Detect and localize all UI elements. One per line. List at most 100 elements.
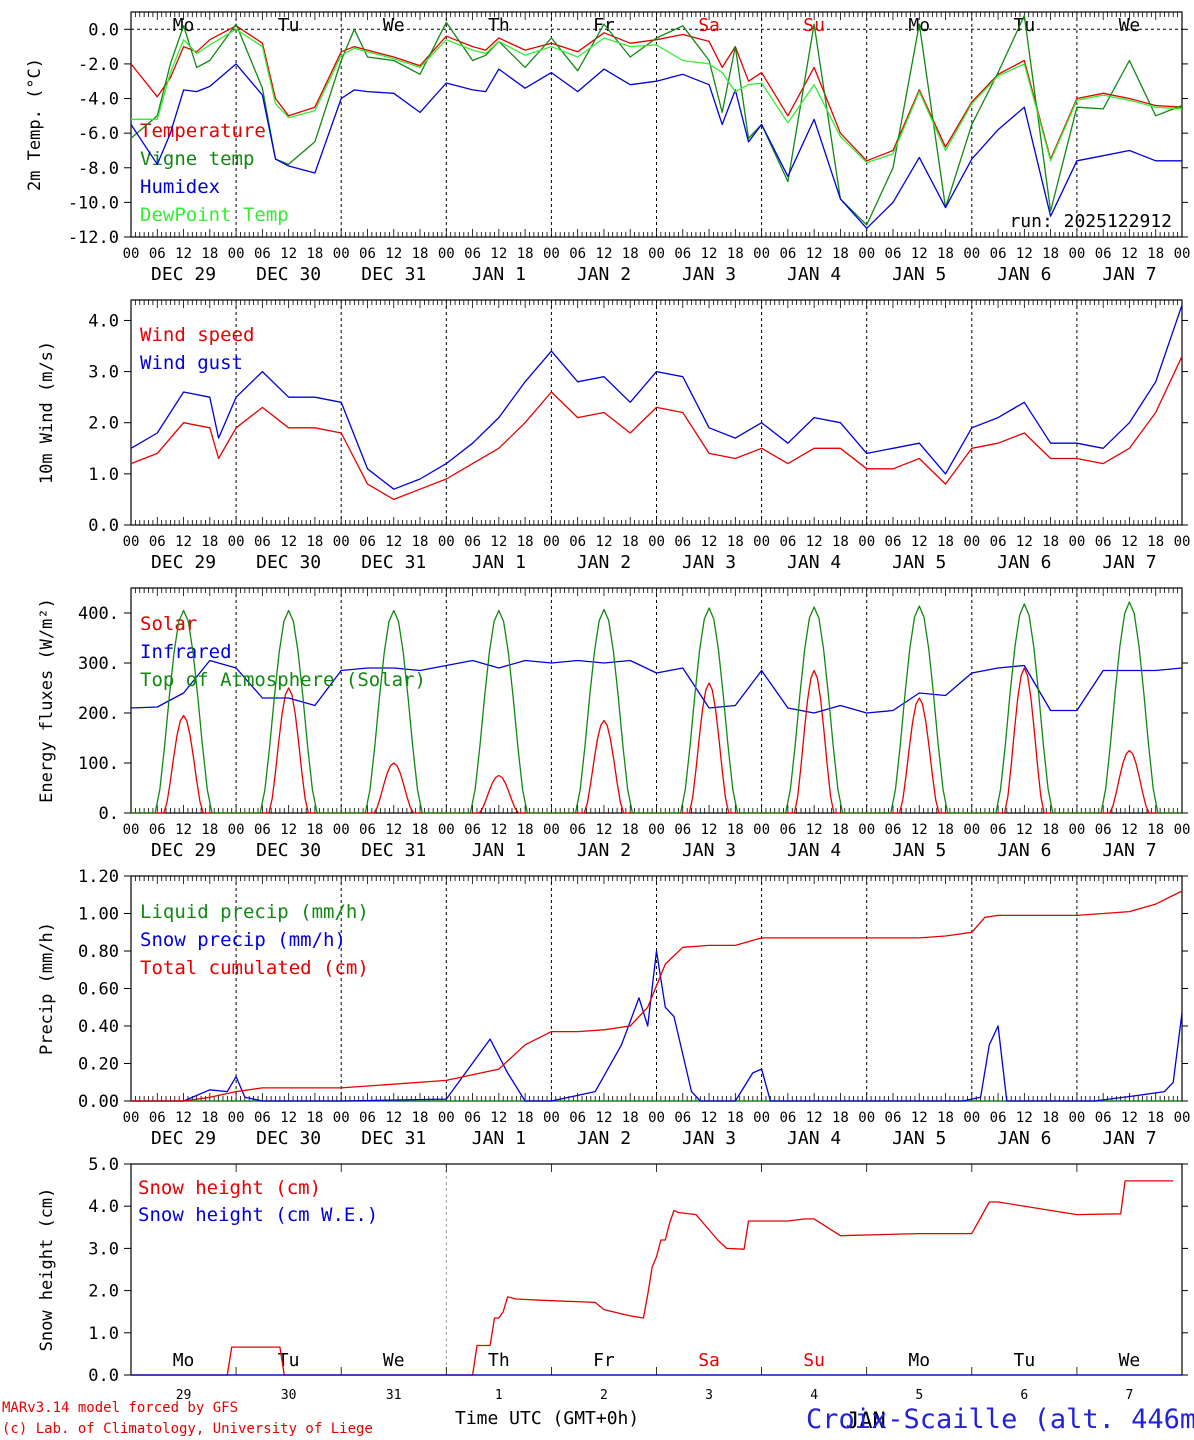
precip-hour-label: 18 [412,1110,429,1126]
precip-legend-entry: Snow precip (mm/h) [140,929,346,951]
energy-hour-label: 00 [858,822,875,838]
precip-hour-label: 06 [1095,1110,1112,1126]
temp-hour-label: 06 [990,246,1007,262]
precip-hour-label: 00 [438,1110,455,1126]
temp-hour-label: 00 [1068,246,1085,262]
precip-hour-label: 06 [149,1110,166,1126]
energy-hour-label: 00 [753,822,770,838]
snow-ylabel: Snow height (cm) [37,1188,57,1352]
wind-hour-label: 18 [622,534,639,550]
energy-hour-label: 12 [175,822,192,838]
snow-weekday-label: Mo [908,1350,930,1371]
precip-date-label: JAN 3 [682,1128,736,1149]
temp-ylabel: 2m Temp. (°C) [25,58,45,191]
energy-series-line [130,659,1183,714]
energy-hour-label: 06 [464,822,481,838]
precip-hour-label: 12 [385,1110,402,1126]
temp-hour-label: 06 [1095,246,1112,262]
precip-hour-label: 00 [963,1110,980,1126]
wind-hour-label: 00 [333,534,350,550]
precip-hour-label: 18 [832,1110,849,1126]
wind-hour-label: 00 [858,534,875,550]
energy-hour-label: 00 [333,822,350,838]
energy-date-label: JAN 7 [1102,840,1156,861]
wind-hour-label: 00 [1068,534,1085,550]
temp-hour-label: 00 [333,246,350,262]
wind-hour-label: 18 [1042,534,1059,550]
snow-day-number: 1 [495,1388,503,1403]
wind-hour-label: 18 [412,534,429,550]
energy-hour-label: 18 [306,822,323,838]
snow-series-line [131,1180,1174,1376]
temp-hour-label: 12 [490,246,507,262]
energy-hour-label: 18 [832,822,849,838]
energy-hour-label: 06 [359,822,376,838]
wind-ylabel: 10m Wind (m/s) [37,341,57,484]
temp-hour-label: 06 [149,246,166,262]
energy-hour-label: 00 [1068,822,1085,838]
wind-hour-label: 18 [1147,534,1164,550]
precip-hour-label: 06 [779,1110,796,1126]
energy-ylabel: Energy fluxes (W/m²) [37,598,57,803]
temp-hour-label: 12 [701,246,718,262]
temp-series-line [131,28,1183,164]
wind-hour-label: 18 [517,534,534,550]
energy-ytick-label: 200. [78,704,119,724]
wind-hour-label: 00 [963,534,980,550]
energy-date-label: JAN 4 [787,840,841,861]
energy-ytick-label: 400. [78,604,119,624]
precip-hour-label: 06 [990,1110,1007,1126]
temp-legend-entry: Vigne temp [140,148,254,170]
temp-hour-label: 00 [963,246,980,262]
wind-hour-label: 12 [175,534,192,550]
energy-hour-label: 18 [517,822,534,838]
footer-model: MARv3.14 model forced by GFS [2,1400,238,1416]
precip-date-label: JAN 1 [472,1128,526,1149]
temp-hour-label: 18 [727,246,744,262]
precip-hour-label: 18 [622,1110,639,1126]
energy-date-label: JAN 5 [892,840,946,861]
precip-hour-label: 00 [228,1110,245,1126]
precip-series-line [131,950,1183,1102]
temp-series-line [130,25,1183,162]
temp-weekday-label: Th [488,15,510,36]
energy-date-label: DEC 30 [256,840,321,861]
snow-weekday-label: Fr [593,1350,615,1371]
precip-hour-label: 18 [1042,1110,1059,1126]
energy-hour-label: 12 [280,822,297,838]
energy-hour-label: 06 [990,822,1007,838]
energy-hour-label: 06 [149,822,166,838]
wind-hour-label: 00 [228,534,245,550]
temp-date-label: DEC 29 [151,264,216,285]
wind-date-label: DEC 31 [361,552,426,573]
precip-ytick-label: 0.00 [78,1092,119,1112]
energy-hour-label: 06 [569,822,586,838]
wind-hour-label: 00 [648,534,665,550]
snow-legend-entry: Snow height (cm W.E.) [138,1204,378,1226]
wind-hour-label: 06 [149,534,166,550]
energy-frame [130,587,1183,814]
temp-date-label: JAN 2 [577,264,631,285]
temp-hour-label: 06 [674,246,691,262]
wind-panel: 0.0 1.0 2.0 3.0 4.0 10m Wind (m/s) 00 06 12 18 00 0… [37,299,1190,573]
precip-ytick-label: 0.60 [78,980,119,1000]
energy-hour-label: 12 [596,822,613,838]
temp-hour-label: 00 [543,246,560,262]
wind-legend-entry: Wind gust [140,352,243,374]
snow-day-number: 3 [705,1388,713,1403]
energy-hour-label: 00 [1174,822,1191,838]
energy-hour-label: 18 [1147,822,1164,838]
temp-hour-label: 18 [832,246,849,262]
snow-legend-entry: Snow height (cm) [138,1177,321,1199]
wind-date-label: JAN 1 [472,552,526,573]
precip-hour-label: 06 [569,1110,586,1126]
snow-weekday-label: We [383,1350,405,1371]
wind-frame [130,299,1183,526]
temp-hour-label: 18 [1042,246,1059,262]
energy-hour-label: 12 [1121,822,1138,838]
precip-hour-label: 06 [464,1110,481,1126]
wind-ytick-label: 2.0 [88,414,119,434]
precip-hour-label: 06 [674,1110,691,1126]
snow-day-number: 5 [915,1388,923,1403]
wind-ytick-label: 4.0 [88,311,119,331]
